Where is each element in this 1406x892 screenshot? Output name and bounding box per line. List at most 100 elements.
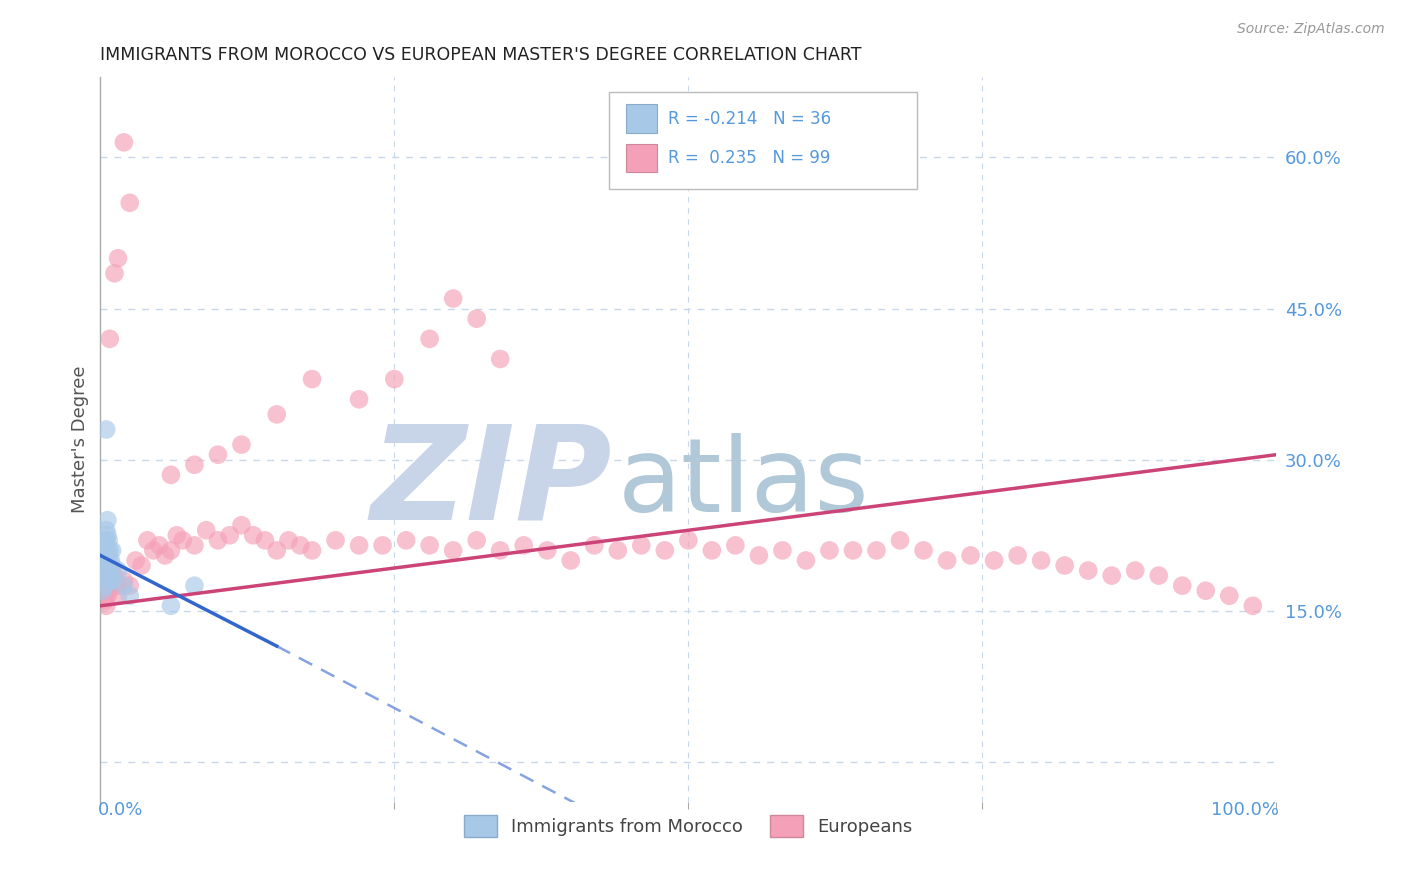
Text: atlas: atlas [617,433,869,533]
Point [100,553,122,567]
Point [91,564,114,578]
Point [630,538,652,552]
Point [107,579,129,593]
Point [1241,599,1264,613]
Point [419,538,441,552]
Point [1171,579,1194,593]
Point [124,553,146,567]
Point [96,549,118,563]
Point [1147,568,1170,582]
Point [347,392,370,407]
Point [606,543,628,558]
Point [489,351,512,366]
Point [1101,568,1123,582]
Point [96,528,118,542]
Point [253,533,276,548]
Point [91,568,114,582]
Point [207,533,229,548]
Point [794,553,817,567]
Point [160,467,183,482]
Point [97,564,120,578]
Point [96,513,118,527]
Point [1123,564,1146,578]
Point [266,543,288,558]
Point [131,558,153,573]
Point [136,533,159,548]
Text: IMMIGRANTS FROM MOROCCO VS EUROPEAN MASTER'S DEGREE CORRELATION CHART: IMMIGRANTS FROM MOROCCO VS EUROPEAN MAST… [100,46,862,64]
Point [97,549,120,563]
Point [98,564,121,578]
Text: ZIP: ZIP [370,419,612,547]
Point [865,543,887,558]
Point [912,543,935,558]
Point [183,458,205,472]
Point [98,579,121,593]
Point [93,553,115,567]
Point [101,574,124,588]
Point [842,543,865,558]
Point [1053,558,1076,573]
Point [96,599,118,613]
Point [93,543,115,558]
Legend: Immigrants from Morocco, Europeans: Immigrants from Morocco, Europeans [457,807,920,844]
Text: R = -0.214   N = 36: R = -0.214 N = 36 [668,110,831,128]
Point [103,266,125,280]
Point [118,589,141,603]
Point [91,583,114,598]
Point [101,564,124,578]
Point [107,564,129,578]
Point [90,579,112,593]
Point [512,538,534,552]
Point [183,538,205,552]
Point [207,448,229,462]
Point [97,583,120,598]
Y-axis label: Master's Degree: Master's Degree [72,366,89,513]
Point [382,372,405,386]
Text: 100.0%: 100.0% [1211,801,1278,819]
Point [148,538,170,552]
Point [94,579,117,593]
Point [112,579,135,593]
Point [583,538,606,552]
Point [1218,589,1240,603]
Point [560,553,582,567]
Point [100,568,122,582]
Point [347,538,370,552]
Point [818,543,841,558]
Point [97,533,120,548]
Point [290,538,312,552]
Point [301,543,323,558]
Point [112,136,135,150]
Point [101,579,124,593]
Point [654,543,676,558]
Point [183,579,205,593]
Point [100,568,122,582]
Point [301,372,323,386]
Point [166,528,188,542]
Point [465,311,488,326]
Point [242,528,264,542]
Text: 0.0%: 0.0% [98,801,143,819]
Text: R =  0.235   N = 99: R = 0.235 N = 99 [668,149,830,167]
Point [371,538,394,552]
Point [96,564,118,578]
Point [489,543,512,558]
Point [419,332,441,346]
Point [770,543,793,558]
Point [266,408,288,422]
Point [231,518,253,533]
Point [889,533,911,548]
Point [98,332,121,346]
Point [107,251,129,265]
Point [325,533,347,548]
Point [160,543,183,558]
Point [94,568,117,582]
Point [959,549,981,563]
Point [983,553,1005,567]
Point [1007,549,1029,563]
Point [96,423,118,437]
Point [441,292,464,306]
Point [103,568,125,582]
Point [1195,583,1218,598]
Point [153,549,176,563]
